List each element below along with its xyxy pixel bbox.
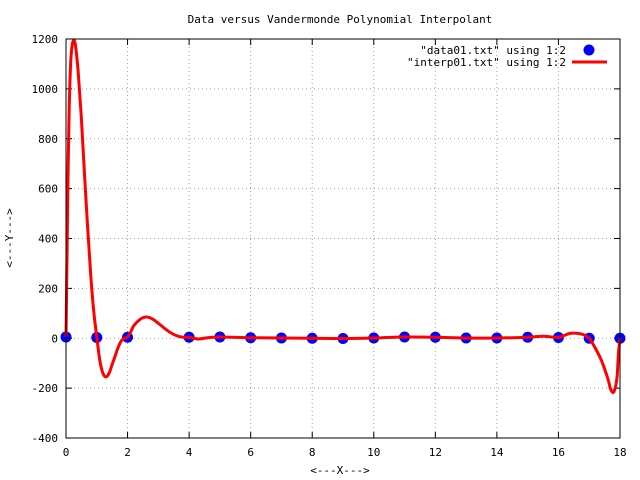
y-tick-label: 0 xyxy=(51,332,58,345)
x-tick-label: 18 xyxy=(613,446,626,459)
chart-title: Data versus Vandermonde Polynomial Inter… xyxy=(188,13,493,26)
y-tick-label: 200 xyxy=(38,282,58,295)
series xyxy=(60,38,626,395)
x-tick-label: 4 xyxy=(186,446,193,459)
x-tick-label: 8 xyxy=(309,446,316,459)
x-tick-label: 0 xyxy=(63,446,70,459)
legend-marker-data xyxy=(583,44,595,56)
y-tick-label: 1200 xyxy=(32,33,59,46)
grid xyxy=(66,39,620,438)
x-tick-label: 12 xyxy=(429,446,442,459)
y-tick-label: 800 xyxy=(38,133,58,146)
y-tick-label: -400 xyxy=(32,432,59,445)
y-tick-label: -200 xyxy=(32,382,59,395)
legend-label-interp: "interp01.txt" using 1:2 xyxy=(407,56,566,69)
x-tick-label: 14 xyxy=(490,446,504,459)
x-tick-label: 16 xyxy=(552,446,565,459)
legend: "data01.txt" using 1:2 "interp01.txt" us… xyxy=(407,44,607,69)
x-tick-label: 10 xyxy=(367,446,380,459)
ticks: 0 2 4 6 8 10 12 14 16 18 -400 -200 0 200 400 600 800 1000… xyxy=(32,33,627,459)
y-tick-label: 1000 xyxy=(32,83,59,96)
x-tick-label: 2 xyxy=(124,446,131,459)
y-axis-label: <---Y---> xyxy=(3,208,16,268)
y-tick-label: 400 xyxy=(38,233,58,246)
interpolant-line xyxy=(64,38,622,395)
plot-frame xyxy=(65,38,621,439)
legend-label-data: "data01.txt" using 1:2 xyxy=(420,44,566,57)
x-tick-label: 6 xyxy=(247,446,254,459)
x-axis-label: <---X---> xyxy=(310,464,370,477)
y-tick-label: 600 xyxy=(38,183,58,196)
